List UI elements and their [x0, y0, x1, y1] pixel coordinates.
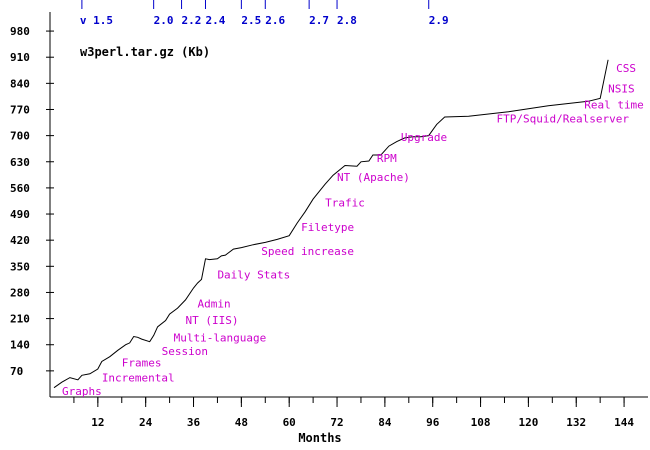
- feature-annotation: Speed increase: [261, 245, 354, 258]
- version-label: 2.0: [154, 14, 174, 27]
- version-label: 2.8: [337, 14, 357, 27]
- y-axis: 70 140 210 280 350 420 490 560 630 700 770 840 910 98…: [10, 12, 54, 397]
- y-tick-label: 560: [10, 182, 30, 195]
- feature-annotation: Real time: [584, 98, 644, 111]
- y-tick-label: 910: [10, 51, 30, 64]
- y-tick-label: 630: [10, 156, 30, 169]
- y-tick-label: 700: [10, 130, 30, 143]
- version-label: 2.5: [241, 14, 261, 27]
- feature-annotation: NSIS: [608, 83, 635, 96]
- x-tick-label: 48: [235, 416, 248, 429]
- feature-annotation: Trafic: [325, 197, 365, 210]
- version-label: 2.4: [205, 14, 225, 27]
- feature-annotation: Multi-language: [174, 332, 267, 345]
- x-tick-label: 60: [283, 416, 296, 429]
- y-tick-label: 770: [10, 103, 30, 116]
- y-tick-label: 350: [10, 260, 30, 273]
- version-label: 2.2: [182, 14, 202, 27]
- x-axis: 12 24 36 48 60 72 84 96 108 120 132 144: [50, 396, 648, 429]
- x-tick-label: 108: [471, 416, 491, 429]
- feature-annotation: Admin: [198, 297, 231, 310]
- x-tick-label: 96: [426, 416, 440, 429]
- feature-annotation: RPM: [377, 152, 397, 165]
- y-tick-label: 490: [10, 208, 30, 221]
- y-tick-label: 70: [10, 365, 23, 378]
- feature-annotation: FTP/Squid/Realserver: [497, 113, 630, 126]
- version-label: 2.9: [429, 14, 449, 27]
- version-label: 2.7: [309, 14, 329, 27]
- y-tick-label: 420: [10, 234, 30, 247]
- version-markers: v 1.5 2.0 2.2 2.4 2.5 2.6 2.7 2.8 2.9: [80, 0, 449, 27]
- feature-annotation: Filetype: [301, 221, 354, 234]
- x-axis-label: Months: [298, 431, 341, 445]
- y-tick-label: 140: [10, 339, 30, 352]
- feature-annotation: Incremental: [102, 371, 175, 384]
- x-tick-label: 24: [139, 416, 153, 429]
- series-line: [53, 59, 609, 389]
- x-tick-label: 120: [518, 416, 538, 429]
- feature-annotation: Upgrade: [401, 131, 447, 144]
- x-tick-label: 84: [378, 416, 392, 429]
- feature-annotation: NT (Apache): [337, 171, 410, 184]
- x-tick-label: 144: [614, 416, 634, 429]
- y-tick-label: 840: [10, 77, 30, 90]
- x-tick-label: 12: [91, 416, 104, 429]
- feature-annotation: Graphs: [62, 385, 102, 398]
- feature-annotation: Daily Stats: [217, 268, 290, 281]
- y-tick-label: 980: [10, 25, 30, 38]
- version-label: 2.6: [265, 14, 285, 27]
- feature-annotation: Session: [162, 345, 208, 358]
- x-tick-label: 132: [566, 416, 586, 429]
- feature-annotation: Frames: [122, 356, 162, 369]
- x-tick-label: 72: [330, 416, 343, 429]
- y-tick-label: 210: [10, 313, 30, 326]
- version-label: v 1.5: [80, 14, 113, 27]
- x-tick-label: 36: [187, 416, 201, 429]
- chart-title: w3perl.tar.gz (Kb): [80, 45, 210, 59]
- y-tick-label: 280: [10, 286, 30, 299]
- feature-annotation: CSS: [616, 62, 636, 75]
- feature-annotation: NT (IIS): [186, 314, 239, 327]
